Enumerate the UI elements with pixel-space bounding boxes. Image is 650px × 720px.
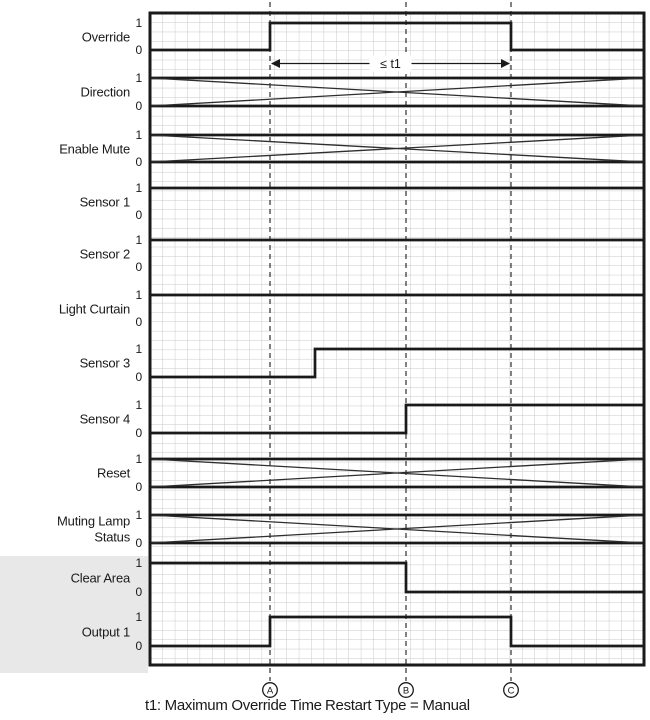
output-section-highlight bbox=[0, 556, 148, 673]
signal-waveform-sensor-3 bbox=[150, 347, 644, 379]
marker-circle-b bbox=[398, 682, 414, 698]
restart-note: Restart Type = Manual bbox=[325, 697, 470, 714]
dontcare-diagonal-reset bbox=[149, 458, 645, 488]
chart-frame bbox=[148, 11, 646, 667]
arrow-label: ≤ t1 bbox=[380, 57, 401, 71]
dontcare-diagonal-enable-mute bbox=[149, 134, 645, 163]
marker-circle-a bbox=[262, 682, 278, 698]
arrow-head-right-icon bbox=[501, 59, 510, 68]
marker-letter-a: A bbox=[267, 685, 274, 696]
signal-waveform-override bbox=[150, 21, 644, 52]
arrow-head-left-icon bbox=[271, 59, 280, 68]
dontcare-diagonal-direction bbox=[149, 77, 645, 107]
signal-waveform-sensor-4 bbox=[150, 403, 644, 435]
t1-note: t1: Maximum Override Time bbox=[145, 697, 322, 714]
arrow-label-backing bbox=[369, 55, 412, 72]
signal-waveform-output-1 bbox=[150, 615, 644, 648]
marker-circle-c bbox=[503, 682, 519, 698]
marker-letter-c: C bbox=[508, 685, 515, 696]
dontcare-diagonal-muting-lamp-status bbox=[149, 514, 645, 544]
marker-letter-b: B bbox=[403, 685, 409, 696]
signal-waveform-clear-area bbox=[150, 561, 644, 594]
grid-lines bbox=[150, 13, 644, 665]
